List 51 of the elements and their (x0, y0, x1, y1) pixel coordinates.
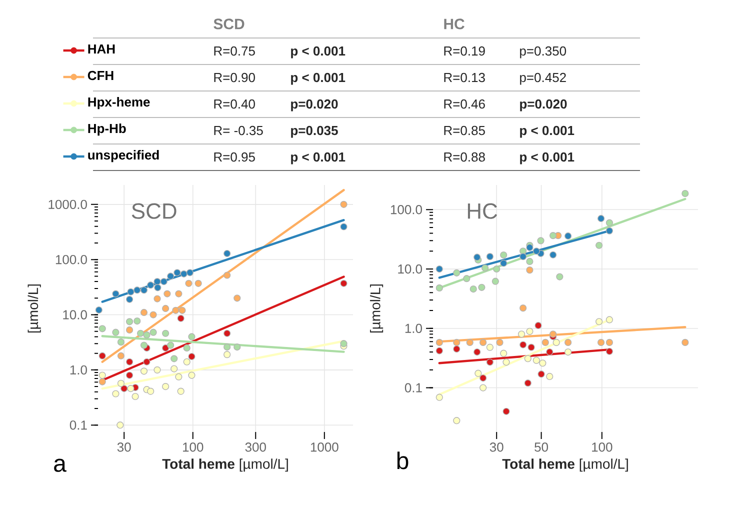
text: R=0.95 (214, 152, 255, 162)
legend-label: Hp-Hb (88, 124, 126, 136)
text: R=0.90 (214, 72, 255, 82)
y-tick-label: 10.0 (398, 264, 422, 274)
text: p=0.035 (291, 126, 338, 138)
x-tick-label: 30 (490, 442, 504, 452)
text: R=0.75 (214, 46, 255, 56)
text: HC (468, 203, 498, 219)
text: p=0.452 (520, 72, 566, 85)
x-tick-label: 100 (592, 442, 612, 452)
text: p < 0.001 (291, 152, 346, 164)
text: p < 0.001 (291, 46, 346, 58)
x-tick-label: 30 (117, 442, 131, 452)
y-tick-label: 1000.0 (48, 200, 87, 210)
text: p=0.350 (520, 46, 566, 58)
text: p=0.020 (520, 99, 567, 112)
y-axis-title: [µmol/L] (370, 284, 384, 333)
y-tick-label: 1.0 (70, 365, 87, 375)
text: R=0.19 (444, 46, 485, 56)
text: SCD (132, 203, 176, 219)
text: HC (444, 18, 464, 30)
x-axis-title: Total heme [µmol/L] (502, 458, 628, 472)
x-tick-label: 100 (183, 442, 204, 452)
text: p < 0.001 (291, 72, 346, 85)
text: a (54, 458, 66, 472)
x-tick-label: 300 (245, 442, 266, 452)
text: p < 0.001 (520, 152, 574, 164)
text: R=0.40 (214, 99, 255, 109)
legend-label: Hpx-heme (88, 97, 150, 110)
y-tick-label: 100.0 (390, 205, 422, 214)
x-axis-title: Total heme [µmol/L] (162, 458, 288, 472)
y-tick-label: 100.0 (56, 254, 87, 264)
x-tick-label: 50 (534, 442, 548, 452)
y-tick-label: 1.0 (405, 324, 422, 333)
x-tick-label: 1000 (310, 442, 338, 452)
y-tick-label: 0.1 (70, 420, 87, 430)
text: R=0.85 (444, 126, 485, 136)
text: p < 0.001 (520, 126, 574, 138)
y-axis-title: [µmol/L] (28, 284, 41, 333)
text: R=0.13 (444, 72, 485, 82)
y-tick-label: 0.1 (404, 383, 422, 392)
legend-label: unspecified (88, 150, 159, 162)
text: b (397, 452, 408, 470)
text: R=0.46 (444, 99, 485, 109)
text: p=0.020 (291, 99, 338, 112)
legend-label: CFH (88, 70, 114, 80)
text: SCD (214, 18, 244, 30)
text: R= -0.35 (214, 126, 263, 136)
y-tick-label: 10.0 (63, 310, 87, 320)
text: R=0.88 (444, 152, 485, 162)
legend-label: HAH (88, 44, 115, 54)
